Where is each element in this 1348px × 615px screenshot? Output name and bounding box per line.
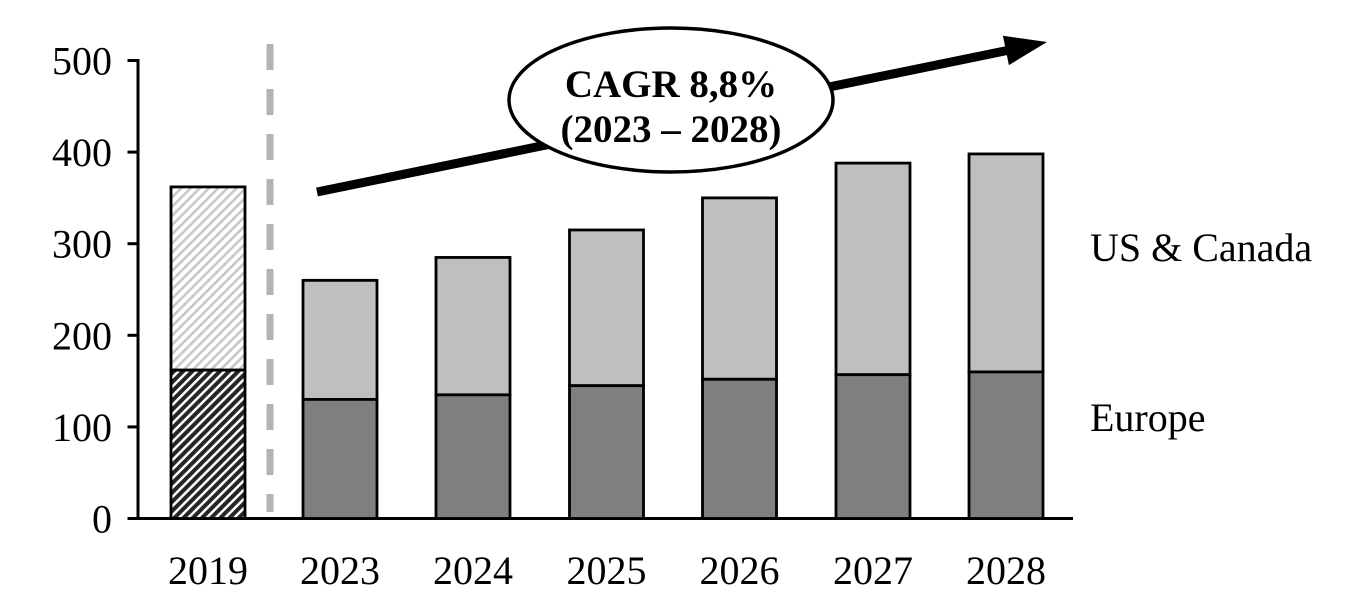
y-axis-tick-label: 300 [52,222,112,267]
series-label-us-canada: US & Canada [1090,225,1312,270]
bar-2028-us-canada-segment [967,152,1045,374]
cagr-period-text: (2023 – 2028) [561,108,782,151]
bar-2026-europe-segment [701,377,778,520]
cagr-ellipse [507,26,835,174]
y-axis-tick-label: 200 [52,313,112,358]
x-axis-category-label: 2027 [833,548,913,593]
bar-2023-europe-segment [301,398,379,520]
bars [169,152,1045,520]
y-axis-tick-label: 500 [52,39,112,84]
trend-arrow-head [1002,35,1047,66]
bar-2027-europe-segment [834,373,912,520]
bar-2024-us-canada-segment [434,256,512,397]
x-axis-category-label: 2019 [168,548,248,593]
bar-2027-us-canada-segment [834,161,912,377]
x-axis-category-label: 2028 [966,548,1046,593]
bar-2024-europe-segment [434,393,512,520]
x-axis-category-label: 2023 [300,548,380,593]
cagr-callout: CAGR 8,8% (2023 – 2028) [507,26,835,174]
series-label-europe: Europe [1090,395,1206,440]
axes: 0 100 200 300 400 500 2019 2023 2024 2025 2026 2027… [52,39,1073,593]
bar-2028-europe-segment [967,370,1045,520]
x-axis-category-label: 2025 [567,548,647,593]
x-axis-category-label: 2024 [433,548,513,593]
y-axis-tick-label: 400 [52,130,112,175]
cagr-value-text: CAGR 8,8% [565,63,777,106]
bar-2025-us-canada-segment [568,228,645,388]
bar-2026-us-canada-segment [701,196,778,381]
bar-2019-europe-segment [169,368,247,520]
y-axis-tick-label: 0 [92,497,112,542]
bar-2023-us-canada-segment [301,278,379,401]
bar-2019-us-canada-segment [169,185,247,372]
x-axis-category-label: 2026 [700,548,780,593]
bar-2025-europe-segment [568,384,645,520]
y-axis-tick-label: 100 [52,405,112,450]
